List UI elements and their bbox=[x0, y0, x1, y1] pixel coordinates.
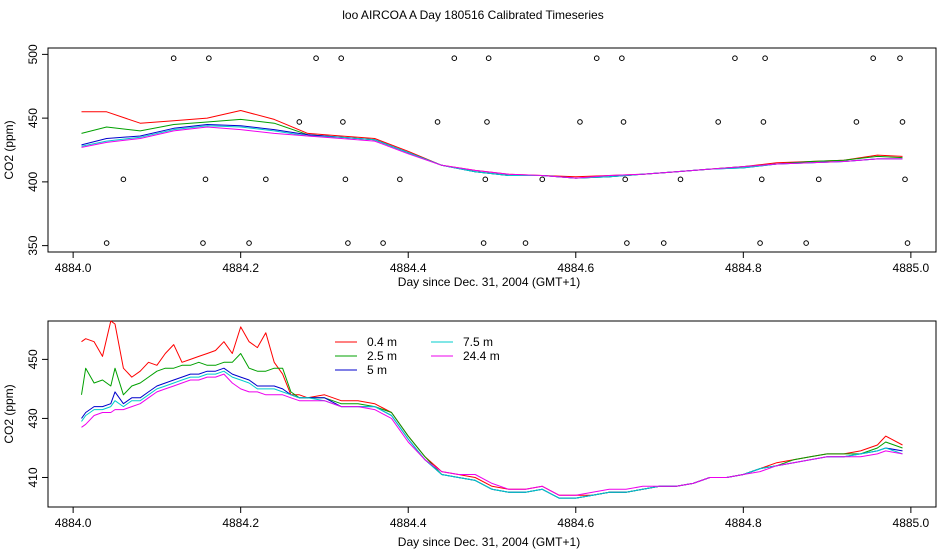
y-tick-label: 430 bbox=[26, 408, 40, 428]
data-point bbox=[451, 55, 458, 62]
legend-label: 7.5 m bbox=[463, 335, 493, 349]
y-tick-label: 450 bbox=[26, 349, 40, 369]
y-axis-label: CO2 (ppm) bbox=[2, 120, 16, 179]
data-point bbox=[296, 119, 303, 125]
x-axis-label: Day since Dec. 31, 2004 (GMT+1) bbox=[398, 535, 580, 549]
x-tick-label: 4884.4 bbox=[390, 261, 427, 275]
y-tick-label: 450 bbox=[26, 108, 40, 128]
data-point bbox=[715, 119, 721, 125]
x-tick-label: 4884.2 bbox=[222, 516, 259, 530]
x-axis-label: Day since Dec. 31, 2004 (GMT+1) bbox=[398, 275, 580, 289]
y-tick-label: 400 bbox=[26, 172, 40, 192]
data-point bbox=[342, 176, 349, 183]
legend-label: 0.4 m bbox=[367, 335, 397, 349]
data-point bbox=[815, 176, 822, 183]
data-point bbox=[313, 55, 319, 62]
data-point bbox=[338, 55, 345, 62]
x-tick-label: 4885.0 bbox=[893, 516, 930, 530]
data-point bbox=[397, 176, 403, 183]
x-tick-label: 4884.6 bbox=[557, 261, 594, 275]
series-line-4 bbox=[81, 126, 903, 179]
data-point bbox=[120, 176, 127, 183]
panel-bottom: 4884.0 4884.2 4884.4 4884.6 4884.8 4885.0 410 4… bbox=[2, 320, 937, 549]
legend: 0.4 m2.5 m5 m 7.5 m24.4 m bbox=[335, 335, 500, 377]
data-point bbox=[202, 176, 209, 183]
data-point bbox=[902, 176, 908, 183]
data-point bbox=[170, 55, 177, 62]
y-tick-label: 410 bbox=[26, 467, 40, 487]
data-point bbox=[434, 119, 441, 125]
data-point bbox=[577, 119, 583, 125]
data-point bbox=[619, 55, 625, 62]
data-point bbox=[103, 240, 110, 246]
y-tick-label: 500 bbox=[26, 44, 40, 64]
data-point bbox=[622, 176, 629, 183]
plot-frame bbox=[47, 320, 937, 508]
data-point bbox=[482, 176, 489, 183]
data-point bbox=[899, 119, 906, 125]
data-point bbox=[263, 176, 269, 183]
data-point bbox=[380, 240, 386, 246]
data-point bbox=[904, 240, 911, 246]
x-tick-label: 4884.0 bbox=[55, 516, 92, 530]
series-line-4 bbox=[81, 373, 903, 496]
data-point bbox=[485, 55, 492, 62]
legend-label: 5 m bbox=[367, 363, 387, 377]
figure-title: loo AIRCOA A Day 180516 Calibrated Times… bbox=[342, 8, 603, 22]
data-point bbox=[758, 176, 765, 183]
data-point bbox=[803, 240, 809, 246]
data-point bbox=[340, 119, 346, 125]
data-point bbox=[593, 55, 600, 62]
legend-label: 24.4 m bbox=[463, 349, 500, 363]
data-point bbox=[660, 240, 667, 246]
data-point bbox=[732, 55, 738, 62]
data-point bbox=[480, 240, 487, 246]
data-point bbox=[870, 55, 876, 62]
data-point bbox=[620, 119, 627, 125]
x-tick-label: 4884.4 bbox=[390, 516, 427, 530]
data-point bbox=[206, 55, 212, 62]
x-tick-label: 4884.6 bbox=[557, 516, 594, 530]
data-point bbox=[853, 119, 860, 125]
data-point bbox=[539, 176, 546, 183]
legend-label: 2.5 m bbox=[367, 349, 397, 363]
y-tick-label: 350 bbox=[26, 235, 40, 255]
data-point bbox=[760, 119, 767, 125]
x-tick-label: 4884.8 bbox=[725, 516, 762, 530]
panel-top: 4884.0 4884.2 4884.4 4884.6 4884.8 4885.0 350 4… bbox=[2, 44, 937, 289]
data-point bbox=[624, 240, 630, 246]
data-point bbox=[762, 55, 768, 62]
data-point bbox=[200, 240, 206, 246]
x-tick-label: 4884.0 bbox=[55, 261, 92, 275]
data-point bbox=[677, 176, 684, 183]
data-point bbox=[246, 240, 252, 246]
x-tick-label: 4885.0 bbox=[893, 261, 930, 275]
data-point bbox=[484, 119, 490, 125]
data-point bbox=[345, 240, 351, 246]
x-tick-label: 4884.2 bbox=[222, 261, 259, 275]
y-axis-label: CO2 (ppm) bbox=[2, 384, 16, 443]
data-point bbox=[897, 55, 903, 62]
plot-frame bbox=[47, 47, 937, 253]
x-tick-label: 4884.8 bbox=[725, 261, 762, 275]
data-point bbox=[522, 240, 529, 246]
data-point bbox=[757, 240, 763, 246]
